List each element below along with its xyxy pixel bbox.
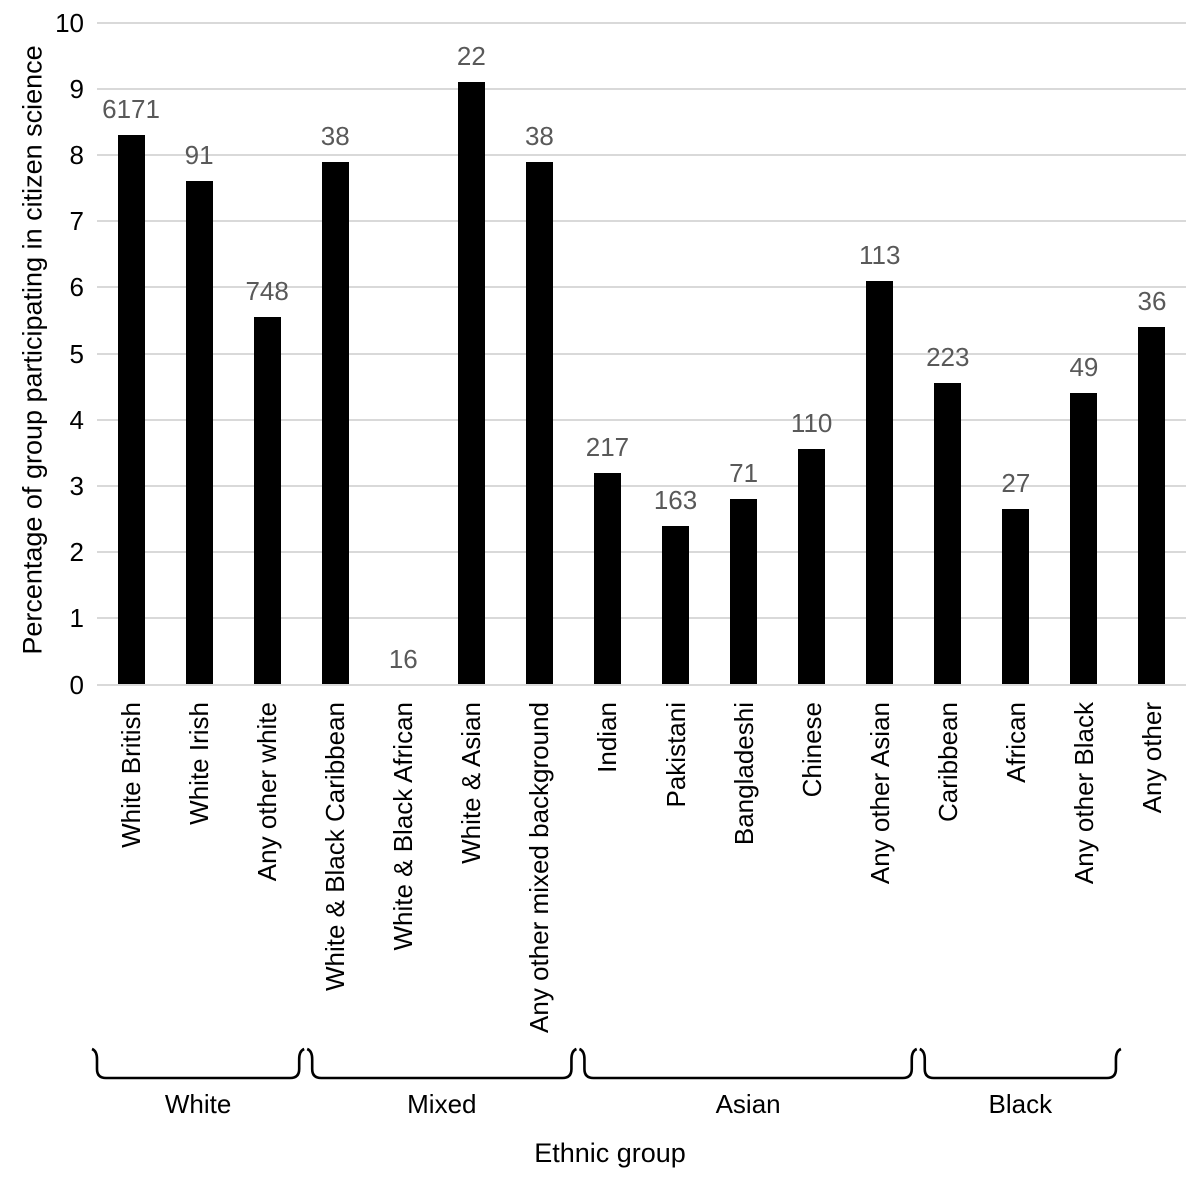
x-category-label: Any other white bbox=[252, 702, 283, 882]
y-tick-label: 5 bbox=[69, 338, 84, 369]
bar-value-label: 71 bbox=[729, 458, 759, 489]
x-category-label: White & Black Caribbean bbox=[320, 702, 351, 992]
gridline bbox=[97, 352, 1186, 355]
group-bracket bbox=[919, 1047, 1122, 1080]
bar bbox=[185, 181, 213, 685]
group-label: Black bbox=[988, 1089, 1053, 1119]
bar bbox=[662, 525, 690, 685]
bar bbox=[798, 449, 826, 685]
gridline bbox=[97, 153, 1186, 156]
x-category-label: Any other Black bbox=[1068, 702, 1099, 885]
x-category-label: Any other mixed background bbox=[524, 702, 555, 1033]
gridline bbox=[97, 21, 1186, 24]
group-label: Mixed bbox=[407, 1089, 477, 1119]
x-category-label: White & Asian bbox=[456, 702, 487, 864]
bar-value-label: 110 bbox=[790, 408, 833, 439]
group-bracket bbox=[306, 1047, 578, 1080]
bar-value-label: 38 bbox=[524, 120, 554, 151]
bar-value-label: 27 bbox=[1001, 468, 1031, 499]
bar-value-label: 113 bbox=[858, 239, 901, 270]
bar-value-label: 49 bbox=[1069, 352, 1099, 383]
y-tick-label: 2 bbox=[69, 537, 84, 568]
y-tick-label: 9 bbox=[69, 73, 84, 104]
group-label: Asian bbox=[715, 1089, 781, 1119]
bar-value-label: 91 bbox=[184, 140, 214, 171]
bar-value-label: 748 bbox=[245, 276, 289, 307]
gridline bbox=[97, 418, 1186, 421]
gridline bbox=[97, 683, 1186, 686]
bar-value-label: 16 bbox=[388, 643, 418, 674]
group-bracket bbox=[91, 1047, 305, 1080]
group-bracket bbox=[578, 1047, 918, 1080]
y-tick-label: 8 bbox=[69, 139, 84, 170]
bar-value-label: 38 bbox=[320, 120, 350, 151]
x-category-label: Any other bbox=[1136, 702, 1167, 814]
gridline bbox=[97, 220, 1186, 223]
bar-value-label: 223 bbox=[926, 342, 970, 373]
bar-value-label: 217 bbox=[585, 431, 630, 462]
bar bbox=[321, 161, 349, 685]
bar bbox=[934, 383, 962, 685]
bar bbox=[117, 135, 145, 685]
gridline bbox=[97, 87, 1186, 90]
x-category-label: African bbox=[1000, 702, 1031, 783]
y-tick-label: 7 bbox=[69, 206, 84, 237]
x-category-label: White & Black African bbox=[388, 702, 419, 951]
y-tick-label: 6 bbox=[69, 272, 84, 303]
x-category-label: Bangladeshi bbox=[728, 702, 759, 846]
bar bbox=[253, 317, 281, 685]
bar-value-label: 22 bbox=[456, 41, 486, 72]
bar-value-label: 163 bbox=[653, 484, 698, 515]
bar bbox=[1138, 327, 1166, 685]
y-tick-label: 1 bbox=[69, 603, 84, 634]
bar-value-label: 36 bbox=[1137, 286, 1167, 317]
gridline bbox=[97, 484, 1186, 487]
bar bbox=[730, 499, 758, 685]
x-category-label: Indian bbox=[592, 702, 623, 773]
x-category-label: White British bbox=[116, 702, 147, 848]
gridline bbox=[97, 551, 1186, 554]
bar bbox=[1070, 393, 1098, 685]
gridline bbox=[97, 286, 1186, 289]
bar bbox=[457, 82, 485, 685]
bar-value-label: 6171 bbox=[102, 94, 160, 125]
x-category-label: Pakistani bbox=[660, 702, 691, 808]
gridline bbox=[97, 617, 1186, 620]
x-axis-title: Ethnic group bbox=[534, 1138, 686, 1168]
y-tick-label: 10 bbox=[55, 7, 84, 38]
y-tick-label: 3 bbox=[69, 470, 84, 501]
x-category-label: White Irish bbox=[184, 702, 215, 825]
bar bbox=[1002, 509, 1030, 685]
bar bbox=[593, 472, 621, 685]
y-tick-label: 0 bbox=[69, 669, 84, 700]
x-category-label: Caribbean bbox=[932, 702, 963, 822]
bar bbox=[866, 280, 894, 685]
bar bbox=[525, 161, 553, 685]
group-label: White bbox=[164, 1089, 232, 1119]
x-category-label: Any other Asian bbox=[864, 702, 895, 885]
x-category-label: Chinese bbox=[796, 702, 827, 798]
y-tick-label: 4 bbox=[69, 404, 84, 435]
